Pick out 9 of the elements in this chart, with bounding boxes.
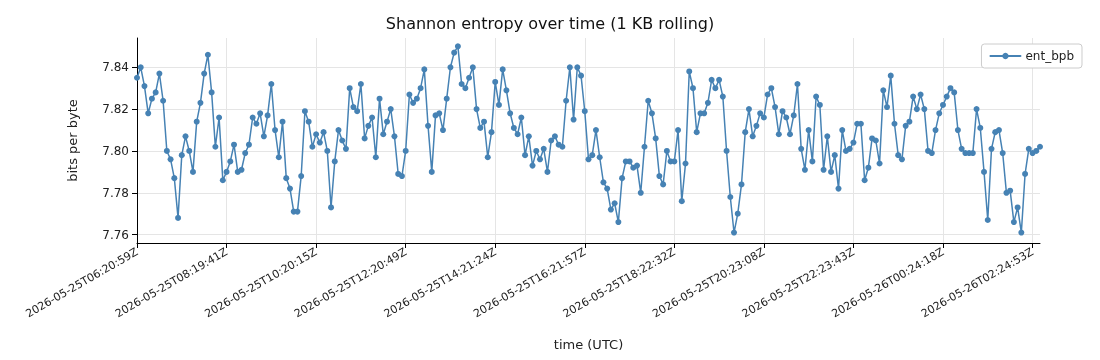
y-tick-label: 7.80: [102, 143, 129, 158]
y-tick-label: 7.76: [102, 227, 129, 242]
x-axis-title: time (UTC): [553, 337, 624, 352]
legend-label: ent_bpb: [1025, 49, 1074, 63]
y-tick-label: 7.84: [102, 60, 129, 75]
chart-title: Shannon entropy over time (1 KB rolling): [385, 13, 715, 33]
y-tick-label: 7.78: [102, 185, 129, 200]
y-tick-label: 7.82: [102, 102, 129, 117]
y-axis-title: bits per byte: [65, 99, 80, 182]
